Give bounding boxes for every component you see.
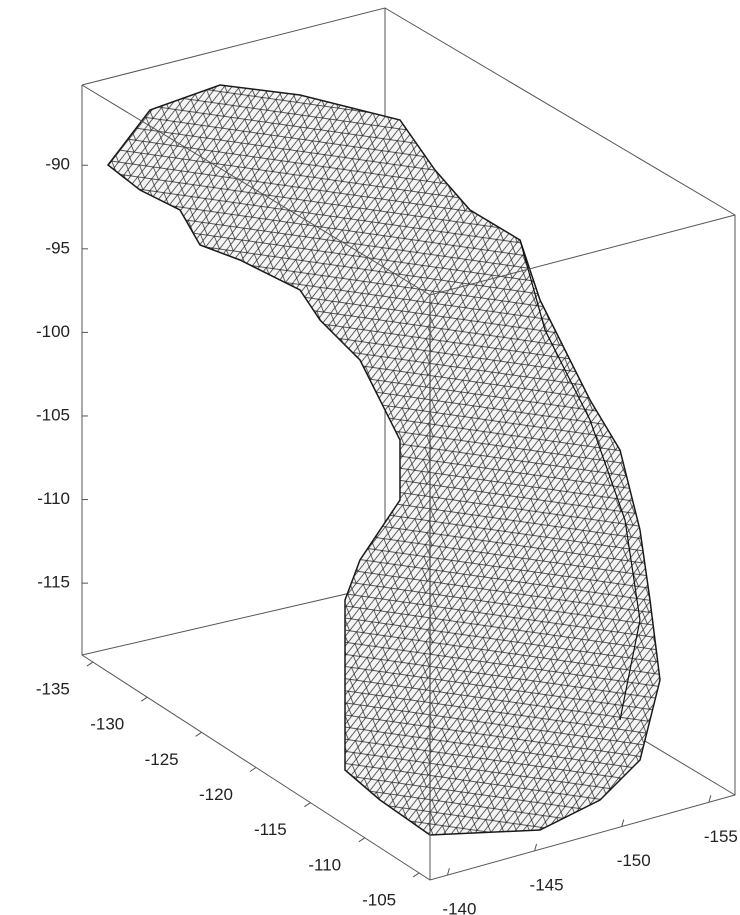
z-tick-label: -110 <box>37 489 70 508</box>
x-tick-mark <box>196 732 202 736</box>
z-tick-label: -100 <box>36 322 70 341</box>
z-tick-label: -105 <box>36 405 70 424</box>
x-tick-label: -130 <box>90 715 124 734</box>
y-tick-mark <box>447 868 449 875</box>
y-tick-mark <box>709 795 711 802</box>
y-tick-mark <box>622 820 624 827</box>
chart: -90 -95 -100 -105 -110 -115 -135 -130 -125 -120 -1… <box>0 0 740 915</box>
x-tick-label: -120 <box>199 785 233 804</box>
x-tick-mark <box>304 803 310 807</box>
x-tick-mark <box>359 838 365 842</box>
y-tick-label: -145 <box>530 875 564 894</box>
x-tick-label: -125 <box>145 750 179 769</box>
y-tick-label: -140 <box>442 900 476 915</box>
z-tick-label: -95 <box>45 238 70 257</box>
x-tick-label: -105 <box>362 890 396 909</box>
y-tick-label: -150 <box>617 851 651 870</box>
z-tick-label: -115 <box>37 573 70 592</box>
x-tick-mark <box>250 768 256 772</box>
mesh-surface <box>108 85 660 835</box>
x-tick-mark <box>141 697 147 701</box>
x-tick-mark <box>413 873 419 877</box>
x-tick-label: -115 <box>254 820 287 839</box>
y-tick-mark <box>535 844 537 851</box>
x-tick-mark <box>87 662 93 666</box>
z-tick-label: -90 <box>45 155 70 174</box>
y-tick-label: -155 <box>704 827 738 846</box>
x-tick-label: -135 <box>36 680 70 699</box>
x-tick-label: -110 <box>308 855 341 874</box>
